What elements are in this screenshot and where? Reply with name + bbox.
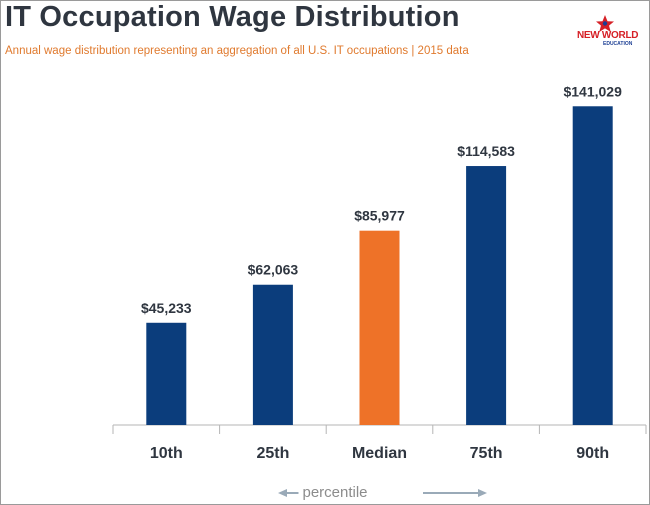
bar-10th: [146, 322, 187, 425]
bar-75th: [466, 166, 507, 425]
data-label: $62,063: [248, 262, 299, 278]
bar-median: [359, 230, 400, 425]
x-tick-label: 10th: [150, 445, 183, 462]
chart-title: IT Occupation Wage Distribution: [5, 1, 460, 33]
right-arrowhead-icon: [478, 489, 487, 497]
logo-text-new-world: NEW WORLD: [577, 30, 639, 41]
data-label: $85,977: [354, 208, 405, 224]
data-label: $114,583: [457, 143, 515, 159]
x-tick-label: 25th: [256, 445, 289, 462]
x-axis-label: percentile: [298, 484, 372, 501]
logo-text-education: EDUCATION: [603, 41, 633, 47]
data-label: $45,233: [141, 300, 192, 316]
x-tick-label: 75th: [470, 445, 503, 462]
x-tick-label: 90th: [576, 445, 609, 462]
new-world-education-logo: NEW WORLD EDUCATION: [575, 15, 639, 49]
left-arrowhead-icon: [278, 489, 287, 497]
chart-subtitle: Annual wage distribution representing an…: [5, 45, 469, 57]
data-label: $141,029: [563, 83, 622, 99]
bar-25th: [252, 284, 293, 425]
star-icon: [596, 15, 614, 32]
bar-90th: [572, 106, 613, 425]
x-tick-label: Median: [352, 445, 407, 462]
